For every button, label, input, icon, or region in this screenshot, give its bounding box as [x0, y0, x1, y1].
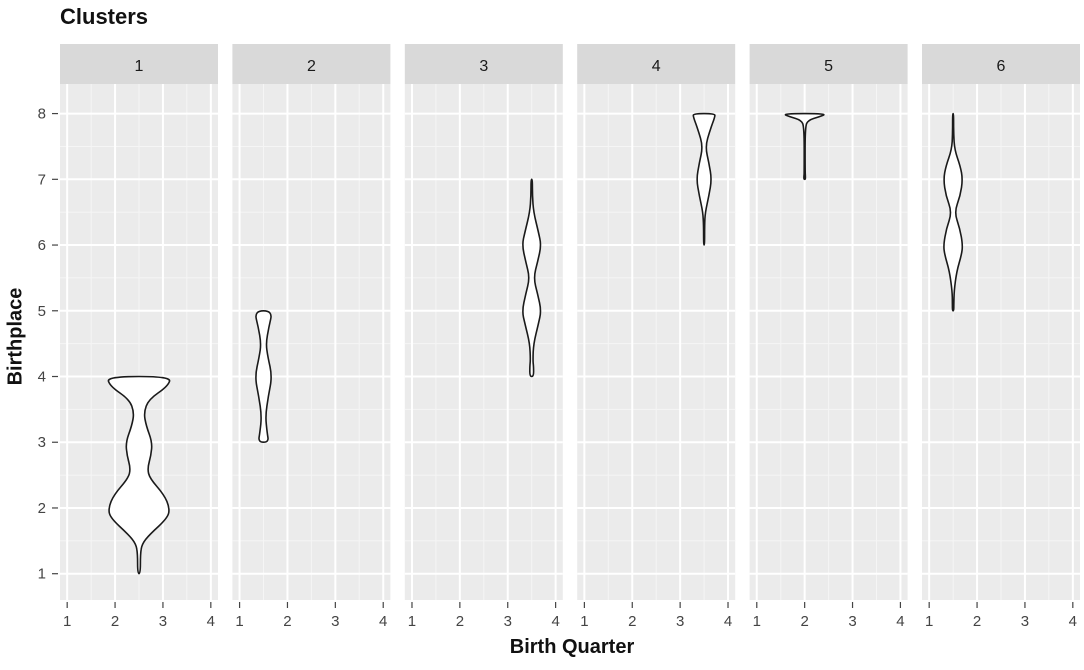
facet-panel-1: 1 1 2 3 4	[60, 44, 218, 630]
x-tick-label: 4	[379, 613, 387, 630]
x-tick-label: 1	[235, 613, 243, 630]
y-tick-label: 6	[38, 237, 46, 254]
x-tick-label: 3	[676, 613, 684, 630]
facet-strip	[577, 44, 736, 84]
violin-shape-4	[692, 112, 716, 246]
y-tick-label: 1	[38, 566, 46, 583]
x-tick-label: 3	[504, 613, 512, 630]
x-tick-label: 2	[973, 613, 981, 630]
facet-strip	[749, 44, 908, 84]
x-axis-title: Birth Quarter	[509, 636, 635, 658]
y-tick-label: 3	[38, 434, 46, 451]
x-tick-label: 3	[331, 613, 339, 630]
violin-shape-3	[522, 178, 542, 378]
x-tick-label: 2	[456, 613, 464, 630]
facet-panel-4: 4 1 2 3 4	[577, 44, 736, 630]
y-axis-title: Birthplace	[4, 287, 27, 386]
x-tick-label: 1	[63, 613, 71, 630]
violin-shape-6	[943, 112, 964, 312]
facet-panel-3: 3 1 2 3 4	[404, 44, 563, 630]
facet-strip-label: 6	[997, 58, 1006, 75]
facet-strip-label: 4	[652, 58, 661, 75]
x-tick-label: 1	[408, 613, 416, 630]
x-tick-label: 3	[1021, 613, 1029, 630]
chart-title: Clusters	[60, 4, 149, 29]
x-tick-label: 2	[111, 613, 119, 630]
x-tick-label: 2	[800, 613, 808, 630]
violin-shape-1	[107, 375, 171, 575]
facet-strip-label: 5	[824, 58, 833, 75]
violin-shape-2	[255, 310, 272, 443]
x-tick-label: 4	[551, 613, 559, 630]
facet-panel-5: 5 1 2 3 4	[749, 44, 908, 630]
y-tick-label: 5	[38, 303, 46, 320]
x-tick-label: 4	[896, 613, 904, 630]
facet-panel-2: 2 1 2 3 4	[232, 44, 391, 630]
x-tick-label: 4	[724, 613, 732, 630]
x-tick-label: 2	[283, 613, 291, 630]
facet-strip	[404, 44, 563, 84]
facet-strip	[922, 44, 1080, 84]
x-tick-label: 1	[753, 613, 761, 630]
x-tick-label: 3	[159, 613, 167, 630]
facet-strip-label: 3	[479, 58, 488, 75]
facet-strip	[60, 44, 218, 84]
facet-strip	[232, 44, 391, 84]
y-tick-label: 7	[38, 171, 46, 188]
x-tick-label: 1	[580, 613, 588, 630]
x-tick-label: 3	[848, 613, 856, 630]
x-tick-label: 2	[628, 613, 636, 630]
x-tick-label: 4	[207, 613, 215, 630]
x-tick-label: 1	[925, 613, 933, 630]
y-tick-label: 2	[38, 500, 46, 517]
y-tick-label: 4	[38, 369, 46, 386]
x-tick-label: 4	[1069, 613, 1077, 630]
facet-panel-6: 6 1 2 3 4	[922, 44, 1080, 630]
facet-strip-label: 2	[307, 58, 316, 75]
facet-strip-label: 1	[135, 58, 144, 75]
violin-shape-5	[784, 112, 825, 181]
y-tick-label: 8	[38, 106, 46, 123]
